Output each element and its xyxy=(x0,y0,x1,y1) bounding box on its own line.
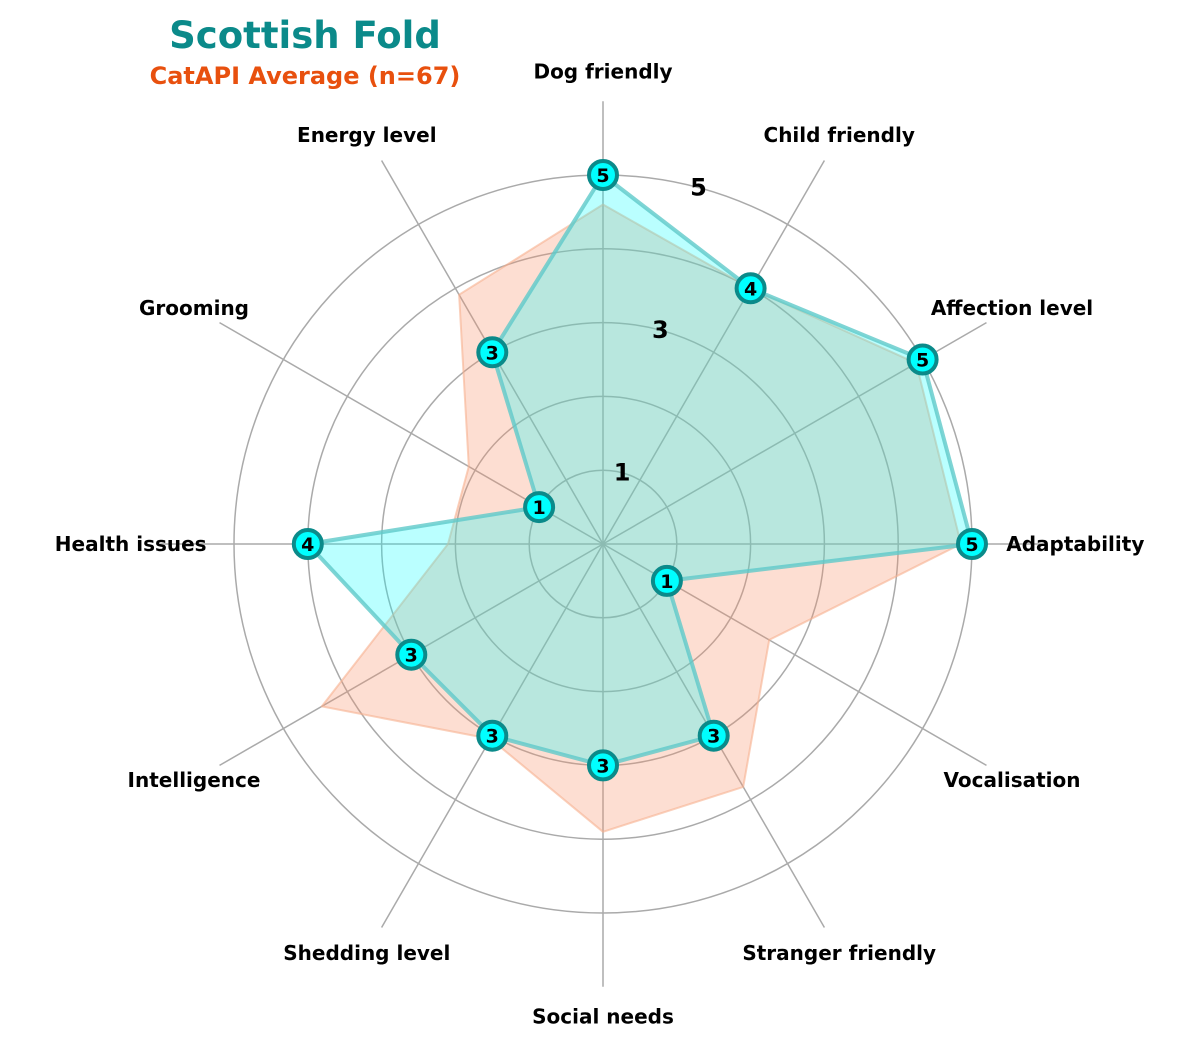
data-point-dog-friendly: 5 xyxy=(587,159,619,191)
data-point-energy-level: 3 xyxy=(476,336,509,369)
axis-label-child-friendly: Child friendly xyxy=(764,123,915,147)
ring-labels: 1 3 5 xyxy=(614,174,707,487)
data-label-intelligence: 3 xyxy=(405,645,418,667)
data-marker-health-issues xyxy=(291,528,324,560)
axis-label-energy-level: Energy level xyxy=(297,123,437,147)
data-point-grooming: 1 xyxy=(523,491,556,524)
data-label-vocalisation: 1 xyxy=(660,571,673,593)
data-label-shedding-level: 3 xyxy=(486,726,499,748)
data-marker-child-friendly xyxy=(734,272,767,305)
chart-title: Scottish Fold xyxy=(169,14,441,57)
data-marker-dog-friendly xyxy=(587,159,619,191)
data-marker-social-needs xyxy=(587,749,619,782)
data-point-shedding-level: 3 xyxy=(476,719,509,752)
markers: 5 5 4 5 3 1 4 3 3 3 3 1 xyxy=(291,159,988,782)
axis-label-vocalisation: Vocalisation xyxy=(944,768,1081,792)
data-point-stranger-friendly: 3 xyxy=(697,719,730,752)
grid-spoke-child-friendly xyxy=(602,160,826,545)
data-label-affection-level: 5 xyxy=(916,350,929,372)
axis-label-stranger-friendly: Stranger friendly xyxy=(742,941,936,965)
data-marker-energy-level xyxy=(476,336,509,369)
axis-label-social-needs: Social needs xyxy=(532,1004,674,1028)
data-point-affection-level: 5 xyxy=(906,343,939,376)
axis-label-dog-friendly: Dog friendly xyxy=(533,60,672,84)
data-marker-shedding-level xyxy=(476,719,509,752)
axis-label-adaptability: Adaptability xyxy=(1006,532,1144,556)
axis-label-grooming: Grooming xyxy=(139,296,249,320)
axis-label-shedding-level: Shedding level xyxy=(283,941,450,965)
data-marker-stranger-friendly xyxy=(697,719,730,752)
data-marker-grooming xyxy=(523,491,556,524)
data-label-energy-level: 3 xyxy=(486,342,499,364)
axis-label-affection-level: Affection level xyxy=(931,296,1093,320)
data-point-child-friendly: 4 xyxy=(734,272,767,305)
data-label-health-issues: 4 xyxy=(301,534,314,556)
data-point-intelligence: 3 xyxy=(395,638,428,671)
data-label-dog-friendly: 5 xyxy=(596,165,609,187)
data-label-child-friendly: 4 xyxy=(744,278,757,300)
data-point-adaptability: 5 xyxy=(956,528,988,560)
data-marker-vocalisation xyxy=(650,564,683,597)
data-label-grooming: 1 xyxy=(532,497,545,519)
data-label-stranger-friendly: 3 xyxy=(707,726,720,748)
data-point-vocalisation: 1 xyxy=(650,564,683,597)
data-point-social-needs: 3 xyxy=(587,749,619,782)
data-marker-adaptability xyxy=(956,528,988,560)
series-layer xyxy=(305,173,974,833)
data-label-social-needs: 3 xyxy=(596,755,609,777)
data-label-adaptability: 5 xyxy=(965,534,978,556)
ring-label-3: 3 xyxy=(652,316,669,344)
ring-label-5: 5 xyxy=(690,174,707,202)
ring-label-1: 1 xyxy=(614,459,631,487)
data-marker-intelligence xyxy=(395,638,428,671)
chart-subtitle: CatAPI Average (n=67) xyxy=(149,62,461,90)
axis-labels: Adaptability Affection level Child friendl… xyxy=(55,60,1145,1029)
data-point-health-issues: 4 xyxy=(291,528,324,560)
axis-label-intelligence: Intelligence xyxy=(128,768,261,792)
data-marker-affection-level xyxy=(906,343,939,376)
axis-label-health-issues: Health issues xyxy=(55,532,207,556)
